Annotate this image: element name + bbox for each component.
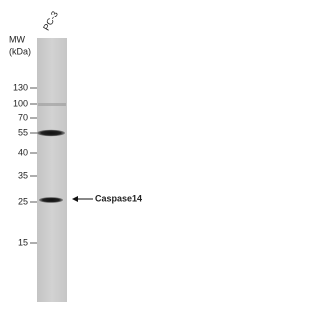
western-blot-figure: PC-3 MW (kDa) 130 100 70 55 40 35 25 15 Caspase… [9,9,142,302]
lane-label: PC-3 [41,9,60,32]
marker-ladder: 130 100 70 55 40 35 25 15 [13,82,37,247]
marker-label: 55 [18,127,28,137]
gel-lane [37,38,67,302]
band-label: Caspase14 [95,193,142,203]
marker-label: 25 [18,196,28,206]
marker-label: 100 [13,98,28,108]
faint-band [38,103,66,106]
band [37,129,65,137]
mw-label: (kDa) [9,46,31,56]
marker-label: 15 [18,237,28,247]
marker-label: 70 [18,112,28,122]
arrow-head [72,196,78,202]
band [39,197,63,203]
mw-label: MW [9,34,25,44]
marker-label: 35 [18,170,28,180]
marker-label: 40 [18,147,28,157]
marker-label: 130 [13,82,28,92]
